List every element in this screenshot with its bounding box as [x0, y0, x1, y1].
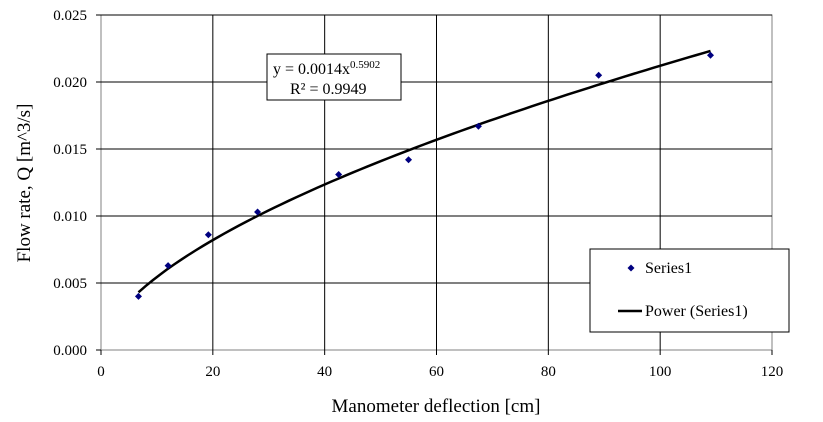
- x-axis-ticks: 0 20 40 60 80 100 120: [97, 364, 783, 380]
- data-point: [204, 231, 212, 239]
- x-tick-label: 100: [649, 364, 672, 380]
- data-point: [474, 122, 482, 130]
- trendline-power: [137, 49, 711, 294]
- x-tick-label: 60: [429, 364, 444, 380]
- y-tick-label: 0.000: [53, 343, 87, 359]
- x-tick-label: 0: [97, 364, 105, 380]
- y-axis-ticks: 0.000 0.005 0.010 0.015 0.020 0.025: [53, 8, 87, 359]
- legend-series1-label: Series1: [645, 260, 692, 277]
- x-axis-title: Manometer deflection [cm]: [332, 396, 541, 417]
- y-tick-label: 0.025: [53, 8, 87, 24]
- data-point: [134, 292, 142, 300]
- data-point: [164, 262, 172, 270]
- x-tick-label: 40: [317, 364, 332, 380]
- x-tick-label: 80: [541, 364, 556, 380]
- y-tick-label: 0.020: [53, 75, 87, 91]
- x-tick-label: 20: [205, 364, 220, 380]
- y-axis-title: Flow rate, Q [m^3/s]: [14, 104, 35, 263]
- data-point: [335, 170, 343, 178]
- series1-points: [134, 51, 714, 300]
- equation-exponent: 0.5902: [350, 59, 380, 71]
- svg-text:y = 0.0014x0.5902: y = 0.0014x0.5902: [273, 59, 380, 78]
- y-tick-label: 0.005: [53, 276, 87, 292]
- r-squared-text: R² = 0.9949: [290, 81, 367, 98]
- data-point: [595, 71, 603, 79]
- legend-trendline-label: Power (Series1): [645, 303, 748, 320]
- data-point: [254, 208, 262, 216]
- x-tick-label: 120: [761, 364, 784, 380]
- data-point: [706, 51, 714, 59]
- legend: Series1 Power (Series1): [589, 248, 790, 333]
- y-tick-label: 0.015: [53, 142, 87, 158]
- data-point: [405, 156, 413, 164]
- equation-box: y = 0.0014x0.5902 R² = 0.9949: [266, 53, 402, 101]
- y-tick-label: 0.010: [53, 209, 87, 225]
- legend-series1-marker: [627, 264, 635, 272]
- equation-text: y = 0.0014x: [273, 61, 350, 78]
